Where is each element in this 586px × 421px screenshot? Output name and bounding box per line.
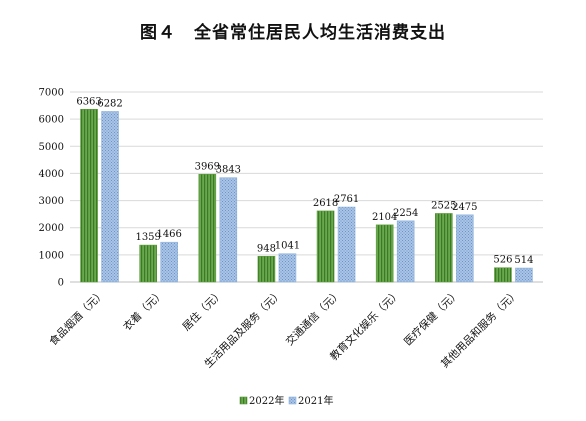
bar-series1 bbox=[316, 210, 335, 283]
y-tick-label: 2000 bbox=[39, 223, 64, 234]
data-label: 2104 bbox=[372, 212, 397, 223]
data-label: 6282 bbox=[97, 98, 122, 109]
data-label: 1466 bbox=[156, 229, 181, 240]
chart-title: 图４ 全省常住居民人均生活消费支出 bbox=[140, 23, 446, 43]
bar-series2 bbox=[278, 253, 297, 283]
data-label: 948 bbox=[257, 243, 276, 254]
y-tick-label: 3000 bbox=[39, 196, 64, 207]
bar-series1 bbox=[139, 244, 157, 283]
y-tick-label: 6000 bbox=[39, 115, 64, 126]
category-label: 医疗保健（元） bbox=[401, 287, 462, 348]
bar-series2 bbox=[160, 241, 178, 283]
data-label: 2761 bbox=[334, 194, 359, 205]
legend: 2022年 2021年 bbox=[239, 394, 333, 407]
y-tick-label: 1000 bbox=[39, 250, 64, 261]
data-label: 2475 bbox=[452, 202, 477, 213]
category-label: 衣着（元） bbox=[120, 287, 166, 333]
bar-series1 bbox=[435, 213, 453, 283]
bars bbox=[80, 108, 533, 283]
y-tick-label: 4000 bbox=[39, 169, 64, 180]
bar-series2 bbox=[515, 267, 533, 283]
data-label: 3843 bbox=[216, 165, 241, 176]
category-label: 食品烟酒（元） bbox=[47, 287, 108, 348]
bar-series1 bbox=[375, 224, 394, 283]
category-labels: 食品烟酒（元） 衣着（元） 居住（元）生活用品及服务（元）交通通信（元）教育文化娱乐… bbox=[47, 287, 522, 370]
y-tick-label: 7000 bbox=[39, 88, 64, 99]
data-label: 1041 bbox=[275, 241, 300, 252]
axes: 0 1000 2000 3000 4000 5000 6000 7000 bbox=[39, 88, 64, 289]
bar-series1 bbox=[80, 108, 98, 283]
bar-series1 bbox=[494, 267, 512, 283]
bar-series2 bbox=[219, 177, 238, 283]
data-label: 526 bbox=[493, 255, 512, 266]
category-label: 居住（元） bbox=[180, 287, 226, 333]
data-label: 2618 bbox=[313, 198, 338, 209]
bar-series1 bbox=[257, 255, 276, 283]
legend-label: 2022年 bbox=[249, 394, 284, 407]
y-tick-label: 5000 bbox=[39, 142, 64, 153]
data-label: 2525 bbox=[431, 200, 456, 211]
legend-swatch bbox=[288, 396, 297, 405]
data-labels: 6363 1359 3969 948 2618 2104 2525 526 6282 1466 38… bbox=[76, 96, 533, 266]
bar-series2 bbox=[337, 206, 356, 283]
bar-series2 bbox=[101, 111, 119, 283]
data-label: 1359 bbox=[135, 232, 160, 243]
legend-swatch bbox=[239, 396, 248, 405]
data-label: 2254 bbox=[393, 208, 418, 219]
bar-series2 bbox=[456, 214, 474, 283]
legend-label: 2021年 bbox=[298, 394, 333, 407]
data-label: 3969 bbox=[195, 161, 220, 172]
data-label: 514 bbox=[514, 255, 533, 266]
category-label: 交通通信（元） bbox=[283, 287, 344, 348]
y-tick-label: 0 bbox=[58, 278, 64, 289]
bar-series1 bbox=[198, 173, 217, 283]
bar-series2 bbox=[396, 220, 415, 283]
data-label: 6363 bbox=[76, 96, 101, 107]
